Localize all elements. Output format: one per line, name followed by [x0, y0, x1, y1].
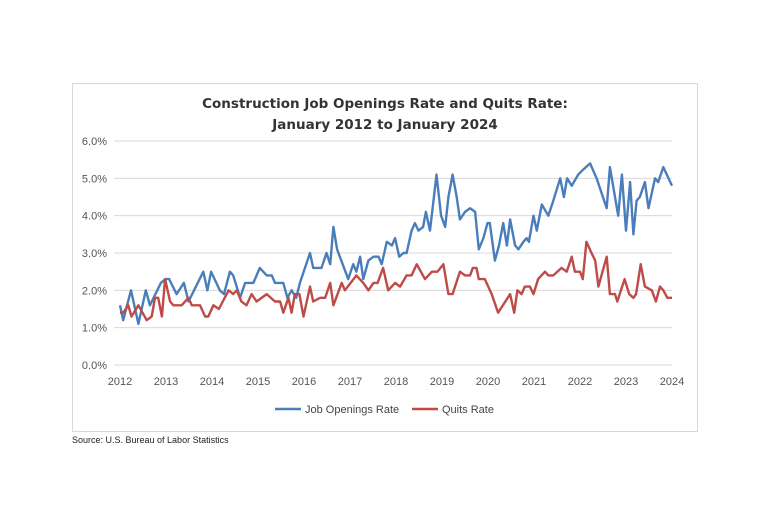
y-tick-label: 0.0% [82, 360, 107, 372]
x-tick-label: 2021 [522, 376, 546, 388]
x-tick-label: 2014 [200, 376, 224, 388]
y-tick-label: 6.0% [82, 136, 107, 148]
x-tick-label: 2012 [108, 376, 132, 388]
x-tick-label: 2023 [614, 376, 638, 388]
legend-label: Quits Rate [442, 404, 494, 416]
y-tick-label: 3.0% [82, 248, 107, 260]
chart-title-line-1: Construction Job Openings Rate and Quits… [202, 96, 568, 112]
x-tick-label: 2015 [246, 376, 270, 388]
chart-title-line-2: January 2012 to January 2024 [272, 117, 498, 133]
y-tick-label: 5.0% [82, 173, 107, 185]
chart-title: Construction Job Openings Rate and Quits… [72, 94, 698, 136]
series-line-quits-rate [120, 240, 672, 322]
chart-card [72, 83, 698, 432]
y-tick-label: 1.0% [82, 323, 107, 335]
x-tick-label: 2016 [292, 376, 316, 388]
x-tick-label: 2020 [476, 376, 500, 388]
y-tick-label: 4.0% [82, 211, 107, 223]
x-tick-label: 2013 [154, 376, 178, 388]
legend-label: Job Openings Rate [305, 404, 399, 416]
x-tick-label: 2017 [338, 376, 362, 388]
source-note: Source: U.S. Bureau of Labor Statistics [72, 435, 229, 445]
x-tick-label: 2018 [384, 376, 408, 388]
x-tick-label: 2024 [660, 376, 684, 388]
x-tick-label: 2019 [430, 376, 454, 388]
y-tick-label: 2.0% [82, 285, 107, 297]
series-line-job-openings-rate [118, 162, 674, 326]
x-tick-label: 2022 [568, 376, 592, 388]
